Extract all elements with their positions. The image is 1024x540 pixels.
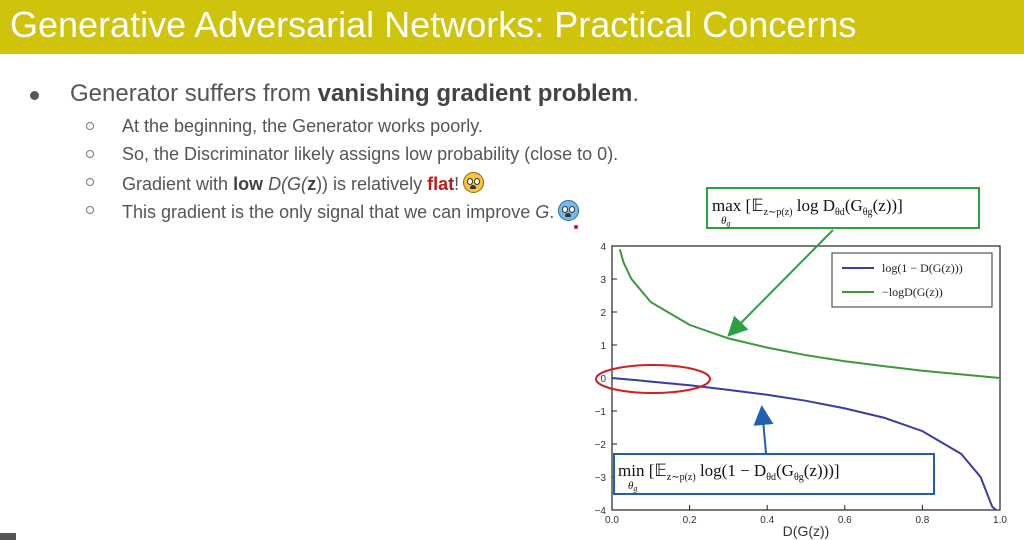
text-dgz: D(G( <box>263 174 308 194</box>
x-tick-label: 0.0 <box>605 515 619 526</box>
text-italic-g: G <box>535 202 550 222</box>
sub-bullet-text: Gradient with low D(G(z)) is relatively … <box>122 172 485 195</box>
text-suffix: ! <box>454 174 460 194</box>
title-bar: Generative Adversarial Networks: Practic… <box>0 0 1024 54</box>
bottom-edge-mark <box>0 533 16 540</box>
y-tick-label: 1 <box>600 341 606 352</box>
bullet-dot-icon <box>30 91 39 100</box>
y-tick-label: 4 <box>600 242 606 253</box>
flat-region-ellipse <box>595 364 711 394</box>
sub-bullet-text: So, the Discriminator likely assigns low… <box>122 144 619 164</box>
text-prefix: This gradient is the only signal that we… <box>122 202 536 222</box>
text-prefix: Gradient with <box>122 174 234 194</box>
main-bullet-text: Generator suffers from vanishing gradien… <box>70 80 639 108</box>
y-tick-label: 2 <box>600 308 606 319</box>
y-tick-label: −4 <box>595 506 607 517</box>
text-bold-low: low <box>233 174 264 194</box>
main-bullet-bold: vanishing gradient problem <box>317 80 633 107</box>
series-log1mD-line <box>611 377 997 511</box>
x-axis-ticks: 0.0 0.2 0.4 0.6 0.8 1.0 <box>605 505 1007 526</box>
text-bold-z: z <box>307 174 317 194</box>
x-axis-label: D(G(z)) <box>783 523 830 539</box>
y-tick-label: −3 <box>595 473 607 484</box>
laser-pointer-dot <box>574 225 578 229</box>
main-bullet-suffix: . <box>632 80 640 107</box>
y-tick-label: −1 <box>595 407 607 418</box>
x-tick-label: 0.8 <box>915 515 929 526</box>
gan-loss-chart: 4 3 2 1 0 −1 −2 −3 −4 0.0 0.2 0.4 0.6 0.8 1.0 log(1 −… <box>595 187 1007 539</box>
min-arrow <box>753 405 774 454</box>
main-bullet-prefix: Generator suffers from <box>70 80 318 107</box>
y-axis-ticks: 4 3 2 1 0 −1 −2 −3 −4 <box>595 242 617 517</box>
y-tick-label: 0 <box>600 374 606 385</box>
hollow-bullet-icon <box>86 178 94 186</box>
x-tick-label: 1.0 <box>993 515 1007 526</box>
x-tick-label: 0.6 <box>838 515 852 526</box>
x-tick-label: 0.4 <box>760 515 774 526</box>
legend-label-1: −logD(G(z)) <box>882 285 943 299</box>
min-formula-box <box>613 453 935 495</box>
hollow-bullet-icon <box>86 206 94 214</box>
min-formula-sub: θg <box>628 480 637 493</box>
legend-box <box>831 252 993 308</box>
sub-bullet-text: At the beginning, the Generator works po… <box>122 116 483 136</box>
crying-face-icon <box>558 200 580 221</box>
y-tick-label: −2 <box>595 440 607 451</box>
fearful-face-icon <box>463 172 485 193</box>
text-middle: )) is relatively <box>316 174 428 194</box>
hollow-bullet-icon <box>86 122 94 130</box>
max-formula-sub: θg <box>721 215 730 228</box>
max-formula: max [𝔼z∼p(z) log Dθd(Gθg(z))] <box>712 196 903 218</box>
max-arrow <box>727 229 834 337</box>
max-formula-box <box>706 187 980 229</box>
sub-bullet-text: This gradient is the only signal that we… <box>122 200 580 223</box>
min-formula: min [𝔼z∼p(z) log(1 − Dθd(Gθg(z)))] <box>618 461 840 483</box>
text-flat: flat <box>427 174 455 194</box>
x-tick-label: 0.2 <box>683 515 697 526</box>
hollow-bullet-icon <box>86 150 94 158</box>
y-tick-label: 3 <box>600 275 606 286</box>
text-suffix: . <box>549 202 555 222</box>
series-neglogD-line <box>618 249 1001 379</box>
legend-label-0: log(1 − D(G(z))) <box>882 261 963 275</box>
slide-title: Generative Adversarial Networks: Practic… <box>10 4 857 45</box>
